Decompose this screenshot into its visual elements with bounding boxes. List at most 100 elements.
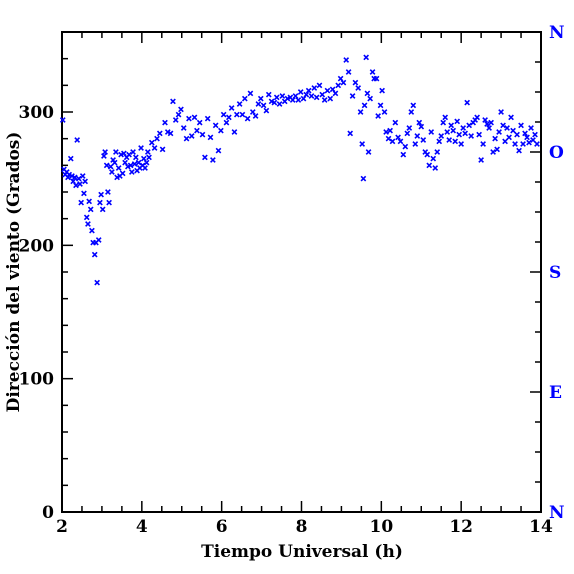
x-tick-label: 2 [56, 517, 68, 537]
data-point [218, 127, 224, 134]
data-point [127, 162, 134, 169]
data-point [444, 129, 451, 135]
data-point [494, 146, 500, 153]
data-point [71, 174, 78, 181]
data-point [458, 141, 465, 147]
data-point [476, 131, 482, 138]
data-point [355, 85, 362, 91]
data-point [424, 151, 431, 158]
x-tick-label: 10 [369, 517, 393, 537]
data-point [183, 135, 190, 142]
data-point [252, 113, 259, 119]
data-point [406, 125, 413, 131]
data-point [210, 157, 216, 163]
data-point [492, 135, 498, 142]
data-point [377, 102, 384, 109]
data-point [418, 123, 425, 130]
data-point [233, 111, 240, 118]
data-point [228, 105, 235, 111]
data-point [361, 102, 368, 109]
data-points [59, 54, 540, 286]
data-point [404, 130, 411, 137]
data-point [292, 93, 299, 99]
data-point [414, 133, 421, 139]
data-point [397, 138, 404, 145]
data-point [94, 279, 100, 286]
data-point [468, 133, 475, 139]
y-tick-label: 0 [42, 503, 54, 523]
data-point [480, 141, 486, 147]
data-point [500, 122, 506, 129]
data-point [196, 119, 203, 126]
data-point [194, 127, 200, 134]
data-point [276, 101, 283, 107]
x-axis-title: Tiempo Universal (h) [201, 542, 403, 562]
data-point [140, 155, 147, 162]
x-tick-label: 4 [136, 517, 148, 537]
data-point [97, 199, 103, 206]
data-point [528, 125, 534, 131]
x-tick-label: 6 [216, 517, 228, 537]
data-point [402, 143, 409, 150]
data-point [91, 251, 98, 258]
y-tick-label: 200 [19, 236, 55, 256]
data-point [263, 107, 270, 114]
data-point [143, 159, 150, 166]
data-point [78, 199, 85, 206]
data-point [316, 82, 323, 89]
data-point [67, 155, 74, 162]
data-point [385, 135, 392, 142]
data-point [484, 121, 490, 127]
data-point [369, 69, 376, 75]
data-point [345, 69, 352, 75]
data-point [279, 93, 286, 99]
data-point [225, 114, 232, 121]
data-point [448, 122, 455, 129]
data-point [170, 98, 176, 105]
data-point [534, 141, 540, 147]
data-point [311, 85, 318, 91]
data-point [526, 139, 532, 146]
data-point [426, 162, 433, 169]
data-point [450, 127, 457, 134]
data-point [466, 122, 473, 129]
data-point [202, 154, 208, 161]
data-point [416, 119, 423, 126]
data-point [300, 95, 307, 102]
data-point [462, 130, 469, 137]
data-point [428, 129, 435, 135]
data-point [324, 87, 331, 94]
data-point [340, 79, 347, 86]
data-point [367, 95, 374, 102]
data-point [490, 149, 496, 155]
data-point [249, 109, 256, 115]
data-point [247, 90, 254, 97]
data-point [260, 102, 267, 109]
data-point [132, 154, 139, 161]
data-point [156, 130, 163, 137]
data-point [99, 206, 106, 213]
data-point [438, 133, 445, 139]
data-point [146, 154, 152, 161]
data-point [530, 137, 536, 143]
x-tick-label: 8 [296, 517, 308, 537]
data-point [231, 129, 238, 135]
data-point [121, 150, 127, 157]
data-point [212, 122, 219, 129]
data-point [488, 119, 494, 126]
data-point [73, 182, 79, 189]
data-point [510, 127, 516, 134]
data-point [357, 109, 364, 115]
data-point [144, 149, 151, 155]
data-point [308, 93, 315, 99]
data-point [151, 145, 158, 151]
data-point [524, 134, 530, 141]
data-point [498, 109, 504, 115]
y-axis-title: Dirección del viento (Grados) [4, 132, 24, 413]
data-point [363, 54, 370, 61]
data-point [85, 221, 91, 227]
data-point [289, 97, 296, 103]
data-point [130, 149, 136, 155]
data-point [329, 86, 336, 93]
